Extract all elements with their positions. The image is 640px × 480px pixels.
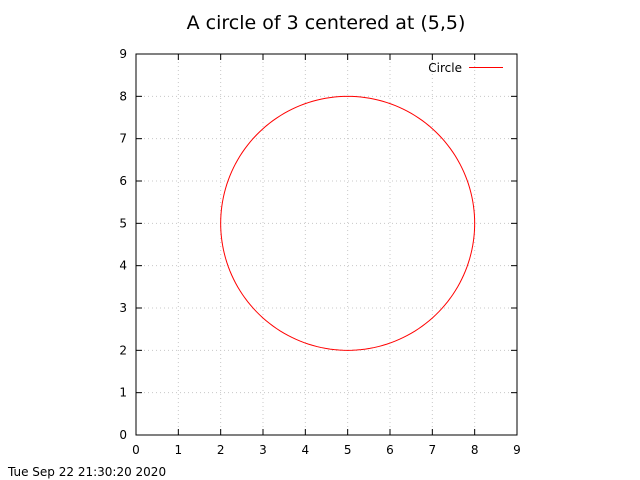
x-tick-label: 3	[259, 443, 267, 457]
x-tick-label: 6	[386, 443, 394, 457]
x-tick-label: 8	[471, 443, 479, 457]
x-tick-label: 9	[513, 443, 521, 457]
y-tick-label: 3	[119, 301, 127, 315]
legend-entry-label: Circle	[428, 61, 462, 75]
y-tick-label: 0	[119, 428, 127, 442]
y-tick-label: 9	[119, 47, 127, 61]
y-tick-label: 8	[119, 89, 127, 103]
legend: Circle	[428, 61, 503, 75]
y-tick-label: 4	[119, 259, 127, 273]
y-tick-label: 2	[119, 343, 127, 357]
series-layer	[220, 95, 476, 351]
axis-tick-labels: 0 1 2 3 4 5 6 7 8 9 0 1 2 3 4 5 6 7 8 9	[119, 47, 520, 457]
y-tick-label: 6	[119, 174, 127, 188]
x-tick-label: 2	[217, 443, 225, 457]
x-tick-label: 4	[302, 443, 310, 457]
x-tick-label: 5	[344, 443, 352, 457]
y-tick-label: 7	[119, 132, 127, 146]
x-tick-label: 1	[175, 443, 183, 457]
series-circle-line	[220, 95, 476, 351]
y-tick-label: 5	[119, 216, 127, 230]
axis-ticks	[135, 53, 518, 436]
plot-area-frame	[135, 53, 518, 436]
timestamp-label: Tue Sep 22 21:30:20 2020	[7, 465, 166, 479]
x-tick-label: 7	[429, 443, 437, 457]
chart-title: A circle of 3 centered at (5,5)	[187, 12, 466, 34]
y-tick-label: 1	[119, 386, 127, 400]
grid	[136, 54, 517, 435]
x-tick-label: 0	[132, 443, 140, 457]
